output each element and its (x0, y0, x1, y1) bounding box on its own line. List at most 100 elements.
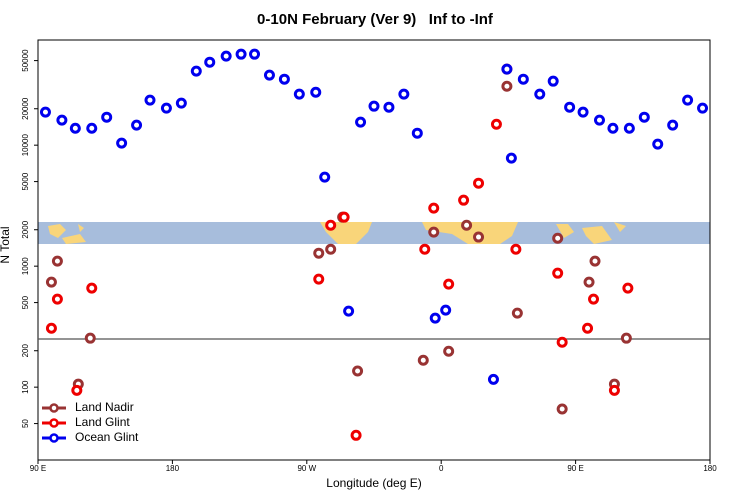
y-tick-label: 1000 (21, 257, 30, 275)
data-point (682, 94, 694, 106)
data-point (556, 403, 568, 415)
data-point (293, 88, 305, 100)
y-tick-label: 10000 (21, 133, 30, 156)
data-point (501, 63, 513, 75)
map-strip (38, 222, 710, 244)
data-point (487, 373, 499, 385)
x-tick-label: 180 (166, 464, 180, 473)
x-tick-label: 0 (439, 464, 444, 473)
data-point (417, 354, 429, 366)
legend-marker (49, 403, 59, 413)
legend-marker (49, 418, 59, 428)
data-point (552, 232, 564, 244)
data-point (84, 332, 96, 344)
data-point (45, 276, 57, 288)
data-point (428, 202, 440, 214)
data-point (45, 322, 57, 334)
data-point (263, 69, 275, 81)
data-point (473, 177, 485, 189)
data-point (547, 75, 559, 87)
data-point (71, 384, 83, 396)
data-point (697, 102, 709, 114)
data-point (577, 106, 589, 118)
data-point (622, 282, 634, 294)
data-point (589, 255, 601, 267)
data-point (319, 171, 331, 183)
legend-label: Land Nadir (75, 400, 134, 414)
legend-label: Land Glint (75, 415, 130, 429)
data-point (325, 219, 337, 231)
data-point (638, 111, 650, 123)
data-point (343, 305, 355, 317)
data-point (608, 384, 620, 396)
legend-label: Ocean Glint (75, 430, 139, 444)
x-tick-label: 90 E (30, 464, 46, 473)
data-point (461, 219, 473, 231)
y-tick-label: 2000 (21, 220, 30, 238)
data-point (86, 282, 98, 294)
data-point (398, 88, 410, 100)
data-point (428, 226, 440, 238)
y-tick-label: 100 (21, 380, 30, 394)
data-point (368, 100, 380, 112)
x-tick-label: 90 E (567, 464, 583, 473)
data-point (443, 345, 455, 357)
data-point (411, 127, 423, 139)
data-point (623, 122, 635, 134)
y-tick-label: 50 (21, 419, 30, 428)
data-point (490, 118, 502, 130)
data-point (473, 231, 485, 243)
data-point (313, 273, 325, 285)
map-land (422, 222, 518, 244)
data-point (313, 247, 325, 259)
data-point (220, 50, 232, 62)
y-tick-label: 200 (21, 344, 30, 358)
y-tick-label: 500 (21, 295, 30, 309)
data-point (51, 293, 63, 305)
data-point (419, 243, 431, 255)
data-point (458, 194, 470, 206)
data-point (175, 97, 187, 109)
data-point (56, 114, 68, 126)
data-point (278, 73, 290, 85)
data-point (144, 94, 156, 106)
data-point (667, 119, 679, 131)
data-point (440, 304, 452, 316)
data-point (620, 332, 632, 344)
data-point (310, 86, 322, 98)
data-point (534, 88, 546, 100)
map-land (556, 222, 626, 244)
data-point (607, 122, 619, 134)
data-point (510, 243, 522, 255)
map-land (48, 224, 86, 244)
y-tick-label: 20000 (21, 97, 30, 120)
data-point (582, 322, 594, 334)
data-point (552, 267, 564, 279)
data-point (51, 255, 63, 267)
data-point (593, 114, 605, 126)
data-point (325, 243, 337, 255)
data-point (588, 293, 600, 305)
y-tick-label: 5000 (21, 172, 30, 190)
data-point (131, 119, 143, 131)
data-point (511, 307, 523, 319)
data-point (101, 111, 113, 123)
map-ocean (38, 222, 710, 244)
data-point (190, 65, 202, 77)
data-point (249, 48, 261, 60)
data-point (652, 138, 664, 150)
x-tick-label: 180 (703, 464, 717, 473)
data-point (355, 116, 367, 128)
y-tick-label: 50000 (21, 49, 30, 72)
chart-title: 0-10N February (Ver 9) Inf to -Inf (257, 11, 494, 28)
data-point (383, 101, 395, 113)
x-axis-label: Longitude (deg E) (326, 476, 421, 490)
data-point (160, 102, 172, 114)
data-point (69, 122, 81, 134)
data-point (583, 276, 595, 288)
data-point (443, 278, 455, 290)
data-point (235, 48, 247, 60)
plot-frame (37, 39, 711, 461)
data-point (429, 312, 441, 324)
